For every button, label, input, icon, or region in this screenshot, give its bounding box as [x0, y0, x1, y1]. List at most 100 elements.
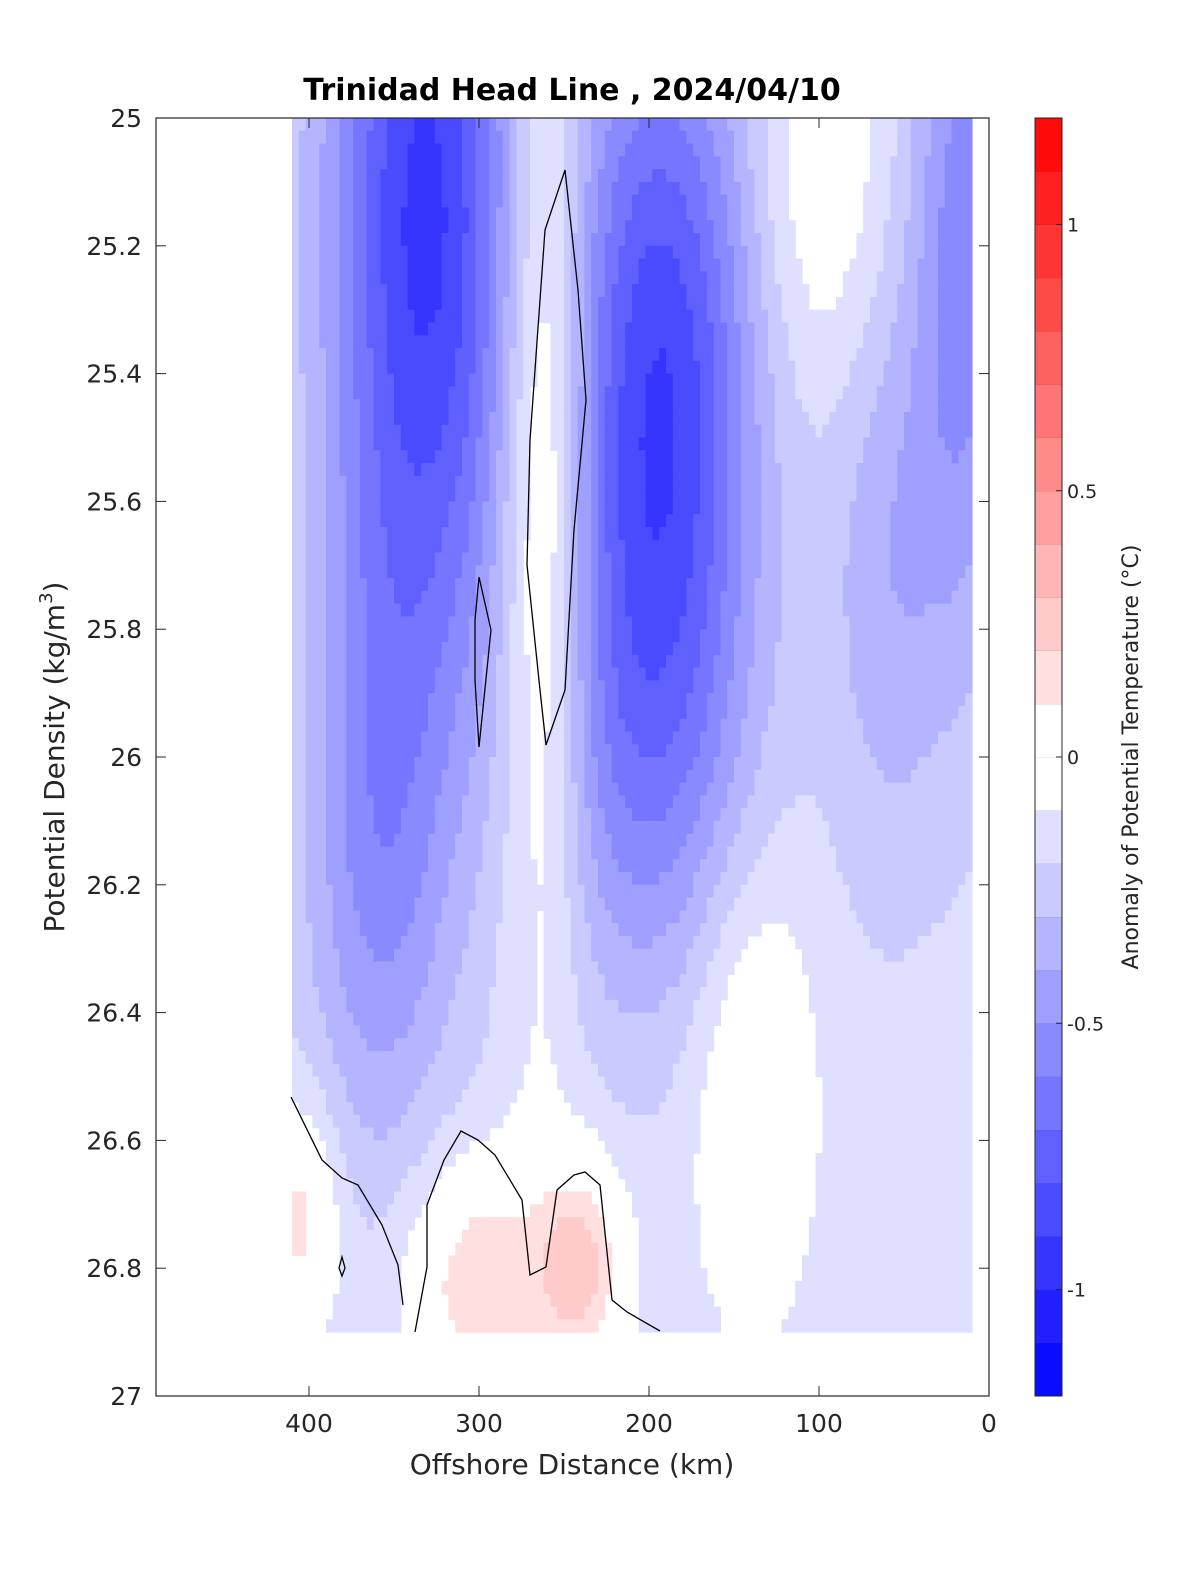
field-cell	[659, 1293, 667, 1308]
field-cell	[672, 731, 681, 745]
field-cell	[679, 782, 687, 796]
field-cell	[455, 974, 463, 988]
field-cell	[489, 769, 497, 784]
field-cell	[312, 437, 320, 451]
field-cell	[312, 296, 320, 311]
field-cell	[577, 641, 585, 656]
field-cell	[618, 693, 626, 707]
field-cell	[428, 565, 436, 579]
field-cell	[434, 501, 443, 515]
field-cell	[305, 999, 313, 1014]
field-cell	[550, 629, 558, 643]
field-cell	[652, 1025, 660, 1039]
field-cell	[496, 987, 504, 1001]
field-cell	[326, 578, 334, 592]
field-cell	[625, 322, 633, 336]
field-cell	[360, 1063, 368, 1078]
field-cell	[625, 1114, 633, 1129]
field-cell	[584, 923, 592, 937]
field-cell	[326, 1038, 334, 1052]
field-cell	[475, 795, 483, 809]
field-cell	[373, 999, 381, 1014]
field-cell	[455, 1293, 463, 1308]
field-cell	[645, 590, 653, 605]
field-cell	[455, 501, 463, 515]
field-cell	[679, 705, 687, 720]
field-cell	[326, 1063, 334, 1078]
field-cell	[645, 1114, 653, 1129]
field-cell	[611, 1063, 619, 1078]
field-cell	[638, 271, 647, 285]
field-cell	[598, 1280, 606, 1295]
field-cell	[441, 999, 449, 1014]
field-cell	[496, 488, 504, 502]
field-cell	[618, 411, 626, 426]
field-cell	[618, 207, 626, 221]
field-cell	[632, 961, 640, 975]
field-cell	[380, 526, 388, 541]
field-cell	[652, 118, 660, 132]
field-cell	[570, 1025, 579, 1039]
field-cell	[516, 1268, 524, 1282]
field-cell	[462, 360, 470, 375]
field-cell	[373, 1217, 381, 1231]
field-cell	[305, 795, 313, 809]
field-cell	[455, 488, 463, 502]
field-cell	[366, 258, 375, 272]
field-cell	[428, 335, 436, 349]
field-cell	[564, 233, 572, 247]
field-cell	[523, 680, 531, 694]
field-cell	[489, 961, 497, 975]
field-cell	[332, 897, 341, 911]
field-cell	[570, 744, 579, 758]
field-cell	[638, 156, 647, 170]
field-cell	[523, 169, 531, 183]
field-cell	[543, 271, 551, 285]
field-cell	[441, 910, 449, 924]
field-cell	[570, 1102, 579, 1116]
field-cell	[326, 603, 334, 618]
field-cell	[482, 1268, 490, 1282]
field-cell	[679, 757, 687, 771]
field-cell	[462, 1012, 470, 1026]
field-cell	[598, 118, 606, 132]
field-cell	[652, 348, 660, 362]
field-cell	[584, 846, 592, 860]
field-cell	[414, 603, 422, 618]
field-cell	[666, 411, 674, 426]
field-cell	[502, 1063, 511, 1078]
field-cell	[496, 999, 504, 1014]
field-cell	[577, 1280, 585, 1295]
field-cell	[516, 1242, 524, 1257]
field-cell	[441, 820, 449, 835]
field-cell	[564, 820, 572, 835]
field-cell	[366, 1165, 375, 1180]
field-cell	[353, 514, 361, 528]
field-cell	[339, 1025, 347, 1039]
field-cell	[611, 974, 619, 988]
field-cell	[618, 1114, 626, 1129]
field-cell	[366, 1229, 375, 1244]
field-cell	[659, 872, 667, 886]
field-cell	[441, 488, 449, 502]
field-cell	[373, 1050, 381, 1065]
field-cell	[292, 1063, 300, 1078]
field-cell	[400, 999, 409, 1014]
field-cell	[414, 859, 422, 873]
field-cell	[292, 552, 300, 566]
field-cell	[305, 590, 313, 605]
field-cell	[380, 1255, 388, 1269]
field-cell	[502, 424, 511, 439]
field-cell	[346, 795, 354, 809]
field-cell	[666, 897, 674, 911]
field-cell	[414, 181, 422, 196]
field-cell	[387, 820, 395, 835]
field-cell	[360, 999, 368, 1014]
field-cell	[557, 987, 565, 1001]
field-cell	[516, 296, 524, 311]
field-cell	[360, 335, 368, 349]
field-cell	[489, 603, 497, 618]
field-cell	[509, 386, 517, 400]
field-cell	[373, 1319, 381, 1333]
field-cell	[598, 1255, 606, 1269]
